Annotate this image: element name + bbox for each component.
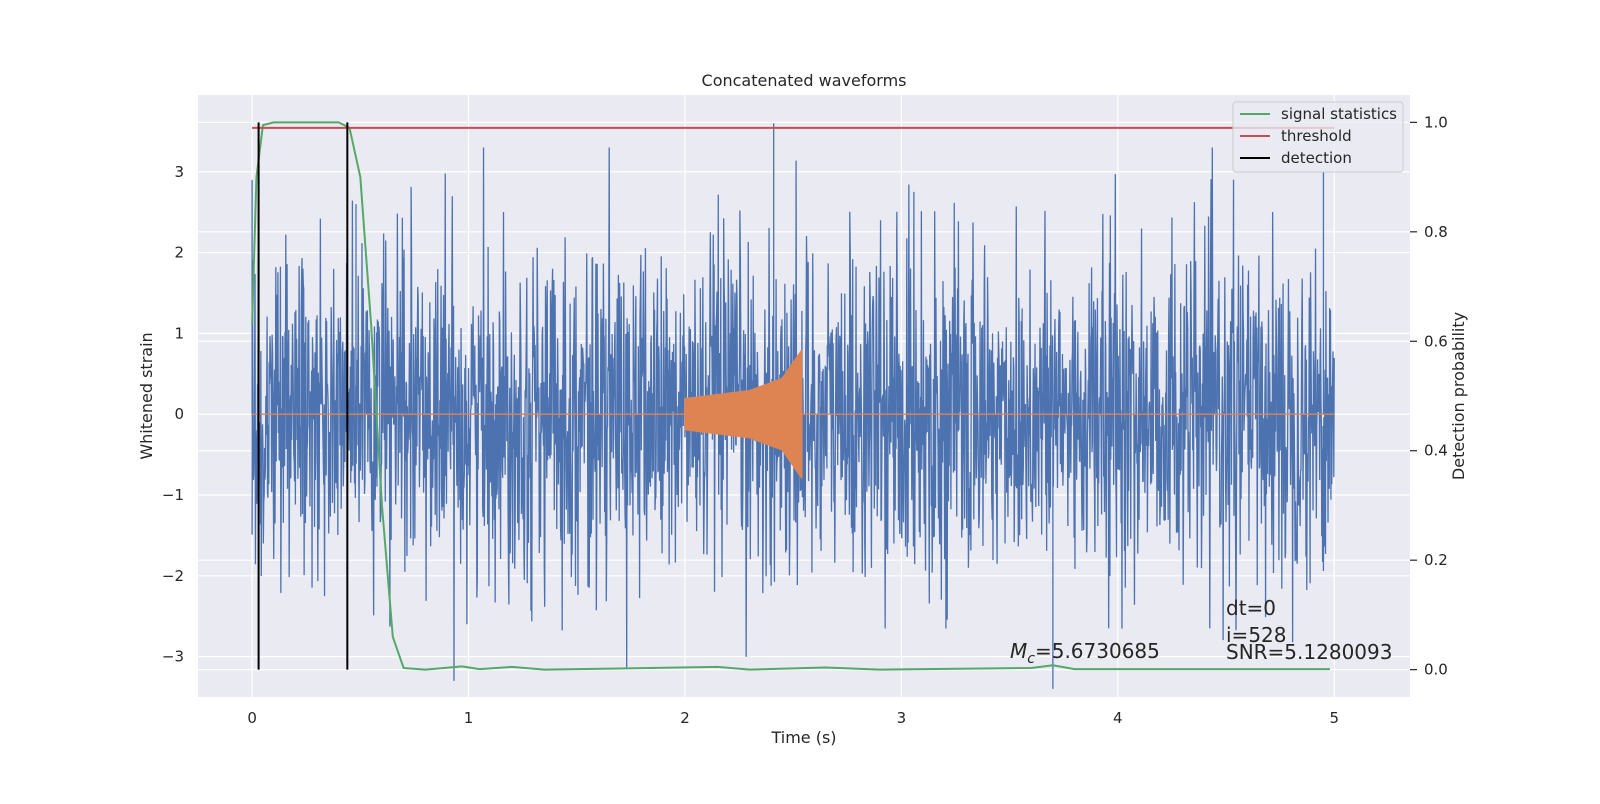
x-tick-label: 4	[1113, 709, 1123, 727]
y2-tick-label: 0.8	[1424, 223, 1448, 241]
legend-label-signal-statistics: signal statistics	[1281, 105, 1397, 123]
y-tick-label: −1	[162, 486, 184, 504]
series-detection	[257, 122, 349, 670]
legend: signal statistics threshold detection	[1232, 101, 1404, 173]
annotation-mc-symbol: M	[1010, 639, 1027, 663]
x-tick-label: 1	[464, 709, 474, 727]
annotation-chirp-mass: Mc=5.6730685	[1010, 639, 1160, 667]
x-tick-label: 5	[1329, 709, 1339, 727]
annotation-mc-value: =5.6730685	[1035, 639, 1160, 663]
y2-tick-label: 0.6	[1424, 332, 1448, 350]
legend-label-threshold: threshold	[1281, 127, 1352, 145]
legend-box	[1232, 101, 1404, 173]
x-tick-label: 3	[897, 709, 907, 727]
y-tick-label: 3	[174, 163, 184, 181]
y2-tick-label: 0.4	[1424, 442, 1448, 460]
x-tick-label: 2	[680, 709, 690, 727]
chirp-line	[252, 349, 1335, 479]
annotation-snr: SNR=5.1280093	[1226, 640, 1392, 664]
y2-tick-label: 1.0	[1424, 113, 1448, 131]
y-tick-label: 0	[174, 405, 184, 423]
annotation-dt: dt=0	[1226, 596, 1276, 620]
series-chirp	[252, 349, 1335, 479]
annotation-mc-subscript: c	[1027, 651, 1035, 667]
y-tick-label: −3	[162, 648, 184, 666]
chart-title: Concatenated waveforms	[702, 71, 907, 90]
axis-ticks: 0 1 2 3 4 5 −3 −2 −1 0 1 2 3 0.0 0.2 0.4 0.6 0.8 1.0	[162, 113, 1448, 727]
x-tick-label: 0	[247, 709, 257, 727]
y2-tick-label: 0.2	[1424, 551, 1448, 569]
x-axis-label: Time (s)	[770, 728, 836, 747]
y2-axis-label: Detection probability	[1449, 312, 1468, 480]
series-signal-statistics	[251, 121, 1330, 671]
y-tick-label: −2	[162, 567, 184, 585]
y2-tick-label: 0.0	[1424, 661, 1448, 679]
legend-label-detection: detection	[1281, 149, 1352, 167]
annotation-index: i=528	[1226, 623, 1287, 647]
y-axis-label: Whitened strain	[137, 332, 156, 459]
signal-statistics-line	[251, 121, 1330, 671]
y-tick-label: 1	[174, 324, 184, 342]
y-tick-label: 2	[174, 244, 184, 262]
